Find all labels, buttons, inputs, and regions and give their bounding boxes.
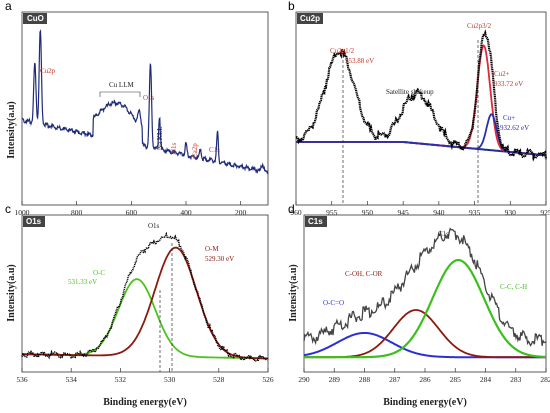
xtick-label: 530 bbox=[164, 375, 176, 384]
panel-a-annotations: Cu2p Cu LLM O1s Na KLL N1s Ca2p C1s bbox=[40, 67, 220, 158]
xtick-label: 288 bbox=[359, 375, 371, 384]
panel-c-xticks: 536 534 532 530 528 526 bbox=[16, 368, 274, 384]
panel-b-annotations: Cu2p1/2 953.88 eV Cu2p3/2 Satellite shak… bbox=[330, 22, 529, 132]
panel-c-title: O1s bbox=[26, 217, 42, 226]
anno-b-cuplus-ev: 932.62 eV bbox=[500, 124, 529, 132]
panel-d-title: C1s bbox=[308, 217, 323, 226]
anno-a-cu-llm-bracket bbox=[99, 91, 141, 97]
xtick-label: 534 bbox=[66, 375, 78, 384]
xtick-label: 287 bbox=[389, 375, 401, 384]
xtick-label: 945 bbox=[398, 208, 410, 217]
panel-c: c Intensity(a.u) O1s 536 534 532 530 528 526 … bbox=[5, 202, 274, 408]
panel-c-title-box bbox=[23, 216, 45, 227]
anno-b-cu2plus-ev: 933.72 eV bbox=[494, 80, 523, 88]
anno-c-om-ev: 529.30 eV bbox=[205, 255, 234, 263]
panel-a-survey-line bbox=[21, 29, 269, 175]
panel-d: d Intensity(a.u) C1s 290 289 288 287 286 285 2… bbox=[288, 202, 550, 408]
anno-c-om: O-M bbox=[205, 245, 219, 253]
anno-c-oc-ev: 531.33 eV bbox=[68, 278, 97, 286]
xtick-label: 526 bbox=[262, 375, 274, 384]
xtick-label: 282 bbox=[540, 375, 550, 384]
panel-a-frame bbox=[21, 11, 269, 206]
panel-a: a Intensity(a.u) CuO 1000 800 600 400 200 Cu… bbox=[5, 0, 269, 217]
anno-d-c1s: C1s bbox=[438, 230, 449, 238]
panel-b: b Cu2p 960 955 950 945 940 935 930 925 Cu2p1/2 … bbox=[288, 0, 550, 217]
panel-c-frame bbox=[21, 214, 269, 373]
anno-c-oc: O-C bbox=[93, 269, 105, 277]
anno-b-cu2p32: Cu2p3/2 bbox=[467, 22, 492, 30]
panel-c-ylabel: Intensity(a.u) bbox=[6, 264, 17, 322]
xtick-label: 930 bbox=[505, 208, 517, 217]
xtick-label: 935 bbox=[469, 208, 481, 217]
xtick-label: 1000 bbox=[15, 208, 30, 217]
anno-a-cu-llm: Cu LLM bbox=[109, 81, 134, 89]
panel-b-frame bbox=[295, 11, 547, 206]
panel-c-letter: c bbox=[5, 202, 11, 216]
panel-c-xlabel: Binding energy(eV) bbox=[103, 397, 187, 408]
xtick-label: 925 bbox=[540, 208, 550, 217]
panel-d-title-box bbox=[305, 216, 327, 227]
xtick-label: 284 bbox=[480, 375, 492, 384]
panel-d-annotations: C1s C-OH, C-OR O-C=O C-C, C-H bbox=[323, 230, 527, 307]
panel-d-xlabel: Binding energy(eV) bbox=[383, 397, 467, 408]
xtick-label: 940 bbox=[433, 208, 445, 217]
xtick-label: 600 bbox=[126, 208, 138, 217]
panel-d-data bbox=[303, 227, 547, 347]
panel-a-ylabel: Intensity(a.u) bbox=[6, 101, 17, 159]
xtick-label: 528 bbox=[213, 375, 225, 384]
anno-b-satellite: Satellite shakeup bbox=[386, 88, 434, 96]
xtick-label: 286 bbox=[419, 375, 431, 384]
anno-a-ca2p: Ca2p bbox=[191, 143, 199, 158]
anno-a-n1s: N1s bbox=[170, 142, 178, 154]
panel-d-ylabel: Intensity(a.u) bbox=[288, 264, 299, 322]
panel-b-letter: b bbox=[288, 0, 295, 13]
panel-a-letter: a bbox=[5, 0, 12, 13]
anno-c-o1s: O1s bbox=[148, 222, 160, 230]
panel-a-title: CuO bbox=[27, 14, 44, 23]
xtick-label: 290 bbox=[298, 375, 310, 384]
panel-a-xticks: 1000 800 600 400 200 bbox=[15, 201, 247, 217]
anno-a-o1s: O1s bbox=[143, 94, 155, 102]
anno-a-na-kll: Na KLL bbox=[156, 126, 164, 150]
anno-b-cuplus: Cu+ bbox=[503, 114, 515, 122]
panel-b-xticks: 960 955 950 945 940 935 930 925 bbox=[290, 201, 550, 217]
xtick-label: 285 bbox=[450, 375, 462, 384]
xtick-label: 289 bbox=[329, 375, 341, 384]
xtick-label: 400 bbox=[180, 208, 192, 217]
panel-b-title: Cu2p bbox=[300, 14, 320, 23]
anno-d-cc: C-C, C-H bbox=[500, 283, 527, 291]
xtick-label: 955 bbox=[326, 208, 338, 217]
panel-b-title-box bbox=[297, 13, 323, 24]
anno-b-cu2p12: Cu2p1/2 bbox=[330, 47, 355, 55]
panel-c-data bbox=[21, 231, 269, 363]
xtick-label: 800 bbox=[71, 208, 83, 217]
anno-b-cu2plus: Cu2+ bbox=[494, 70, 510, 78]
panel-d-frame bbox=[303, 214, 547, 373]
panel-d-xticks: 290 289 288 287 286 285 284 283 282 bbox=[298, 368, 550, 384]
anno-a-c1s: C1s bbox=[209, 146, 220, 154]
panel-d-letter: d bbox=[288, 202, 295, 216]
xtick-label: 532 bbox=[115, 375, 127, 384]
panel-a-title-box bbox=[23, 13, 47, 24]
xtick-label: 536 bbox=[16, 375, 28, 384]
anno-d-coh: C-OH, C-OR bbox=[345, 270, 383, 278]
xtick-label: 200 bbox=[235, 208, 247, 217]
panel-c-annotations: O1s O-M 529.30 eV O-C 531.33 eV bbox=[68, 222, 234, 286]
xtick-label: 960 bbox=[290, 208, 302, 217]
anno-a-cu2p: Cu2p bbox=[40, 67, 56, 75]
panel-d-cc-fit bbox=[304, 259, 547, 359]
anno-d-oco: O-C=O bbox=[323, 299, 344, 307]
xtick-label: 950 bbox=[362, 208, 374, 217]
anno-b-cu2p12-ev: 953.88 eV bbox=[345, 57, 374, 65]
xtick-label: 283 bbox=[510, 375, 522, 384]
